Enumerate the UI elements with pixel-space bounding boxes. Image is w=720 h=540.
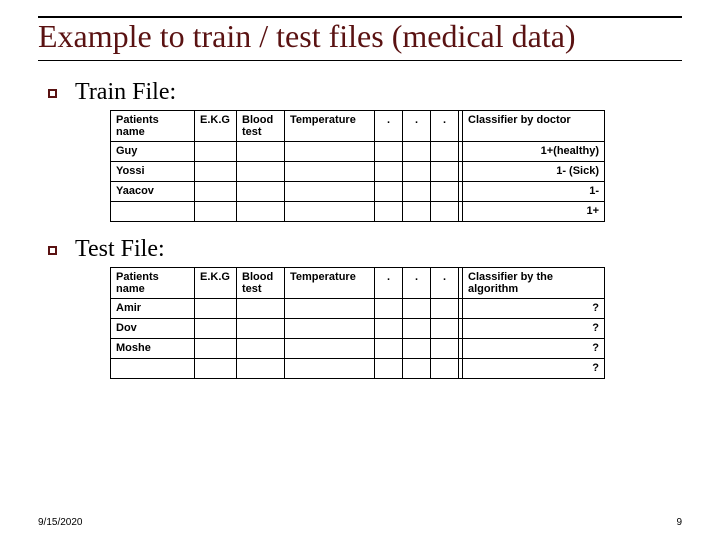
cell-name: Yaacov (111, 181, 195, 201)
col-temperature: Temperature (285, 110, 375, 141)
bullet-icon (48, 89, 57, 98)
table-row: Dov ? (111, 318, 605, 338)
table-row: Guy 1+(healthy) (111, 141, 605, 161)
cell-name: Amir (111, 298, 195, 318)
table-row: Yossi 1- (Sick) (111, 161, 605, 181)
col-dot-3: . (431, 267, 459, 298)
cell-classifier: 1+ (463, 201, 605, 221)
table-row: Yaacov 1- (111, 181, 605, 201)
cell-classifier: 1- (463, 181, 605, 201)
test-table: Patients name E.K.G Blood test Temperatu… (110, 267, 605, 379)
footer-date: 9/15/2020 (38, 517, 83, 528)
title-rule-bottom (38, 60, 682, 61)
table-header-row: Patients name E.K.G Blood test Temperatu… (111, 110, 605, 141)
cell-classifier: ? (463, 318, 605, 338)
col-dot-2: . (403, 110, 431, 141)
col-blood-test: Blood test (237, 110, 285, 141)
cell-name: Moshe (111, 338, 195, 358)
footer: 9/15/2020 9 (38, 517, 682, 528)
col-temperature: Temperature (285, 267, 375, 298)
table-row: Amir ? (111, 298, 605, 318)
col-ekg: E.K.G (195, 110, 237, 141)
col-classifier-algorithm: Classifier by the algorithm (463, 267, 605, 298)
col-dot-2: . (403, 267, 431, 298)
cell-name: Yossi (111, 161, 195, 181)
cell-classifier: 1+(healthy) (463, 141, 605, 161)
col-patients-name: Patients name (111, 267, 195, 298)
col-dot-1: . (375, 267, 403, 298)
section-test: Test File: (38, 236, 682, 263)
table-row: Moshe ? (111, 338, 605, 358)
bullet-icon (48, 246, 57, 255)
section-train: Train File: (38, 79, 682, 106)
section-train-label: Train File: (75, 79, 176, 106)
cell-classifier: ? (463, 298, 605, 318)
col-blood-test: Blood test (237, 267, 285, 298)
table-header-row: Patients name E.K.G Blood test Temperatu… (111, 267, 605, 298)
cell-classifier: ? (463, 338, 605, 358)
table-row: 1+ (111, 201, 605, 221)
table-row: ? (111, 358, 605, 378)
footer-page-number: 9 (676, 517, 682, 528)
cell-name (111, 358, 195, 378)
cell-classifier: 1- (Sick) (463, 161, 605, 181)
cell-name: Dov (111, 318, 195, 338)
col-ekg: E.K.G (195, 267, 237, 298)
col-dot-3: . (431, 110, 459, 141)
col-dot-1: . (375, 110, 403, 141)
cell-name: Guy (111, 141, 195, 161)
col-patients-name: Patients name (111, 110, 195, 141)
col-classifier-doctor: Classifier by doctor (463, 110, 605, 141)
cell-classifier: ? (463, 358, 605, 378)
section-test-label: Test File: (75, 236, 165, 263)
slide-title: Example to train / test files (medical d… (38, 18, 682, 56)
train-table: Patients name E.K.G Blood test Temperatu… (110, 110, 605, 222)
cell-name (111, 201, 195, 221)
